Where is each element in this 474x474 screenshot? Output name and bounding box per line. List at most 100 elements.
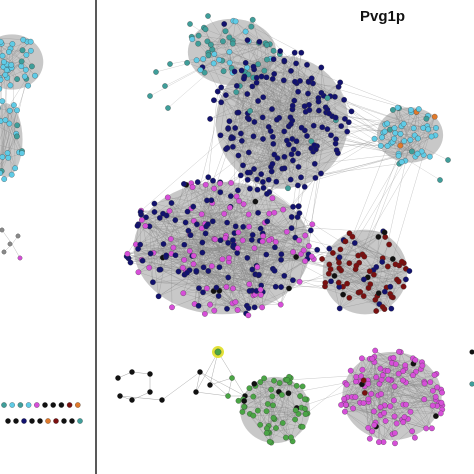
network-node (277, 48, 284, 54)
network-edge (193, 220, 387, 288)
network-node (428, 133, 435, 140)
network-edge (220, 135, 244, 166)
network-node (269, 106, 275, 112)
network-edge (290, 138, 375, 180)
legend-dot (21, 418, 27, 424)
network-node (281, 165, 288, 172)
network-edge (369, 271, 385, 310)
network-node (277, 301, 284, 308)
network-edge (138, 206, 299, 225)
network-node (365, 380, 372, 387)
network-node (239, 237, 246, 244)
network-node (357, 289, 364, 295)
network-node (238, 67, 245, 74)
network-node (257, 379, 264, 385)
network-node (219, 256, 226, 263)
network-edge (197, 181, 208, 201)
network-node (184, 269, 190, 276)
satellite-node (167, 61, 173, 67)
network-node (410, 372, 416, 379)
network-edge (344, 411, 441, 414)
network-node (390, 107, 396, 113)
network-node (199, 249, 206, 256)
network-node (298, 174, 304, 181)
network-edge (322, 258, 404, 287)
network-node (304, 133, 310, 139)
satellite-node (205, 13, 211, 19)
network-edge (131, 371, 151, 375)
network-edge (269, 377, 291, 442)
edge-marker (469, 381, 474, 387)
network-node (305, 90, 311, 97)
network-node (29, 63, 35, 70)
network-node (306, 107, 313, 113)
network-edge (282, 393, 289, 424)
network-edge (296, 140, 315, 146)
network-node (437, 410, 444, 417)
network-node (288, 68, 294, 74)
network-node (288, 225, 295, 231)
network-edge (320, 131, 348, 174)
network-edge (138, 207, 231, 273)
network-node (207, 301, 213, 308)
network-node (319, 124, 326, 131)
network-edge (128, 257, 185, 261)
network-edge (0, 43, 2, 80)
network-node (209, 263, 215, 269)
legend-dot (45, 418, 51, 424)
network-node (247, 185, 253, 192)
network-node (239, 138, 245, 144)
network-edge (270, 130, 416, 157)
network-edge (0, 50, 25, 77)
network-edge (375, 139, 411, 300)
network-node (2, 71, 9, 78)
network-edge (363, 380, 405, 418)
network-edge (269, 149, 337, 193)
network-node (226, 118, 233, 125)
network-edge (374, 362, 399, 374)
network-node (281, 57, 288, 64)
network-node (135, 269, 142, 276)
network-node (279, 420, 286, 426)
network-node (304, 61, 310, 68)
network-node (391, 413, 398, 420)
network-node (18, 63, 25, 70)
network-node (401, 414, 408, 420)
network-edge (193, 224, 209, 256)
network-node (209, 46, 216, 53)
network-node (263, 430, 270, 436)
network-edge (0, 78, 27, 121)
network-node (283, 228, 290, 235)
network-node (360, 293, 367, 299)
network-node (397, 131, 404, 137)
network-node (235, 229, 242, 236)
network-node (392, 130, 399, 136)
network-node (8, 62, 15, 68)
network-node (223, 284, 230, 290)
network-node (202, 311, 208, 317)
network-edge (161, 371, 201, 401)
network-edge (322, 126, 381, 147)
network-node (217, 132, 224, 139)
network-edge (355, 381, 431, 398)
network-node (135, 246, 141, 252)
network-edge (370, 358, 373, 394)
network-node (336, 305, 343, 312)
network-node (346, 294, 353, 301)
network-node (7, 82, 14, 89)
network-node (293, 254, 299, 260)
network-node (257, 421, 264, 428)
bridge-node (225, 393, 231, 399)
network-edge (344, 411, 384, 443)
network-node (295, 88, 301, 95)
network-node (371, 408, 377, 415)
network-node (193, 57, 200, 64)
network-edge (397, 107, 416, 157)
network-node (288, 151, 295, 158)
network-edge (2, 101, 23, 152)
legend-dot (13, 418, 19, 424)
network-node (415, 106, 422, 112)
network-edge (344, 401, 432, 429)
network-node (287, 176, 294, 183)
network-node (290, 277, 296, 284)
